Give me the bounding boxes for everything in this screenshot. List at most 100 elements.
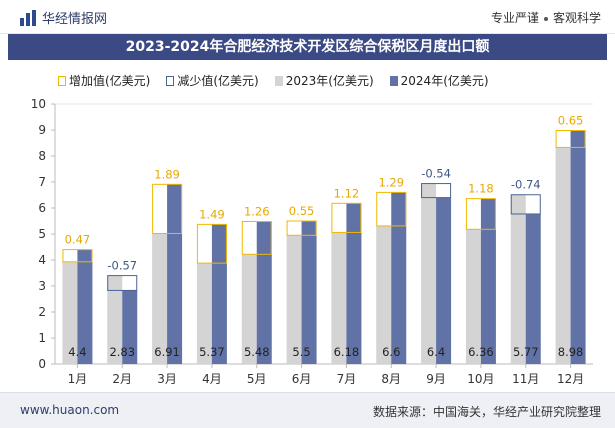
brand-name: 华经情报网 [42,12,108,27]
bar-2023 [196,263,212,364]
value-label-2024: 5.77 [513,345,539,359]
change-value-label: 1.89 [154,167,180,181]
y-tick-label: 4 [38,253,46,267]
decrease-box [510,194,541,215]
bar-2024 [256,221,272,364]
y-tick-label: 2 [38,305,46,319]
increase-box [376,191,407,227]
increase-box [331,202,362,233]
y-tick-label: 0 [38,357,46,371]
x-tick-label: 1月 [68,372,88,386]
legend-decrease: 减少值(亿美元) [166,72,259,89]
slogan-dot-icon [543,16,548,21]
legend-2023-swatch [274,75,283,86]
legend-increase: 增加值(亿美元) [58,72,150,89]
x-tick-label: 6月 [292,372,312,386]
change-value-label: -0.74 [511,178,541,192]
legend-increase-label: 增加值(亿美元) [69,74,151,88]
change-value-label: 0.55 [289,204,315,218]
legend-2023: 2023年(亿美元) [274,72,374,89]
legend-decrease-label: 减少值(亿美元) [177,74,259,88]
bar-2024 [391,192,407,364]
decrease-box [107,275,138,291]
increase-box [465,198,496,230]
value-label-2024: 5.48 [244,345,270,359]
bar-2023 [331,232,347,364]
bar-2024 [346,203,362,364]
y-tick-label: 9 [38,123,46,137]
legend-2024: 2024年(亿美元) [389,72,489,89]
bar-2024 [301,221,317,364]
brand[interactable]: 华经情报网 [20,8,107,27]
footer-url[interactable]: www.huaon.com [20,403,120,417]
increase-box [62,249,93,263]
value-label-2024: 4.4 [68,345,86,359]
x-tick-label: 12月 [557,372,584,386]
value-label-2024: 5.37 [199,345,225,359]
x-tick-label: 7月 [337,372,357,386]
increase-box [241,221,272,255]
change-value-label: 1.29 [378,175,404,189]
bar-2024 [480,198,496,364]
x-tick-label: 9月 [426,372,446,386]
top-bar: 华经情报网 专业严谨 客观科学 [0,0,615,34]
bar-2023 [152,233,168,364]
y-tick-label: 5 [38,227,46,241]
value-label-2024: 2.83 [109,345,135,359]
legend-2024-swatch [389,75,398,86]
legend-decrease-swatch [166,75,175,86]
increase-box [196,223,227,264]
slogan: 专业严谨 客观科学 [491,9,601,26]
footer: www.huaon.com 数据来源：中国海关，华经产业研究院整理 [0,392,615,428]
decrease-box [421,183,452,199]
slogan-right: 客观科学 [552,11,601,25]
value-label-2024: 6.91 [154,345,180,359]
x-tick-label: 11月 [512,372,539,386]
bar-chart: 0 1 2 3 4 5 6 7 8 9 10 0.47 4.4 1月 -0.57 2.83 2月 1.89 6.91… [31,97,593,386]
value-label-2024: 5.5 [292,345,310,359]
chart-legend: 增加值(亿美元) 减少值(亿美元) 2023年(亿美元) 2024年(亿美元) [58,72,489,89]
bar-2024 [570,130,586,364]
x-tick-label: 4月 [202,372,222,386]
change-value-label: -0.54 [421,167,451,181]
bar-2024 [436,197,452,364]
increase-box [152,183,183,234]
change-value-label: 0.47 [65,233,91,247]
bar-2023 [62,261,78,364]
change-value-label: 1.26 [244,205,270,219]
y-tick-label: 7 [38,175,46,189]
bar-2023 [510,194,526,364]
change-value-label: 1.12 [334,186,360,200]
x-tick-label: 8月 [381,372,401,386]
y-tick-label: 1 [38,331,46,345]
change-value-label: 0.65 [558,114,584,128]
increase-box [555,130,586,148]
legend-2023-label: 2023年(亿美元) [285,74,374,88]
x-tick-label: 5月 [247,372,267,386]
y-tick-label: 8 [38,149,46,163]
bar-2023 [241,254,257,364]
value-label-2024: 6.6 [382,345,400,359]
title-bar: 2023-2024年合肥经济技术开发区综合保税区月度出口额 [8,34,607,60]
value-label-2024: 8.98 [558,345,584,359]
value-label-2024: 6.4 [427,345,445,359]
legend-2024-label: 2024年(亿美元) [400,74,489,88]
change-value-label: 1.49 [199,207,225,221]
brand-logo-icon [20,9,36,26]
bar-2023 [555,147,571,364]
y-tick-label: 3 [38,279,46,293]
x-tick-label: 2月 [112,372,132,386]
y-tick-label: 10 [31,97,46,111]
bar-2024 [167,184,183,364]
bar-2024 [211,224,227,364]
bar-2023 [376,225,392,364]
value-label-2024: 6.18 [334,345,360,359]
x-tick-label: 3月 [157,372,177,386]
bar-2024 [122,290,138,364]
change-value-label: -0.57 [107,259,137,273]
bar-2024 [525,213,541,364]
change-value-label: 1.18 [468,182,494,196]
bar-2023 [107,275,123,364]
bar-2023 [421,183,437,364]
bar-2023 [465,229,481,364]
